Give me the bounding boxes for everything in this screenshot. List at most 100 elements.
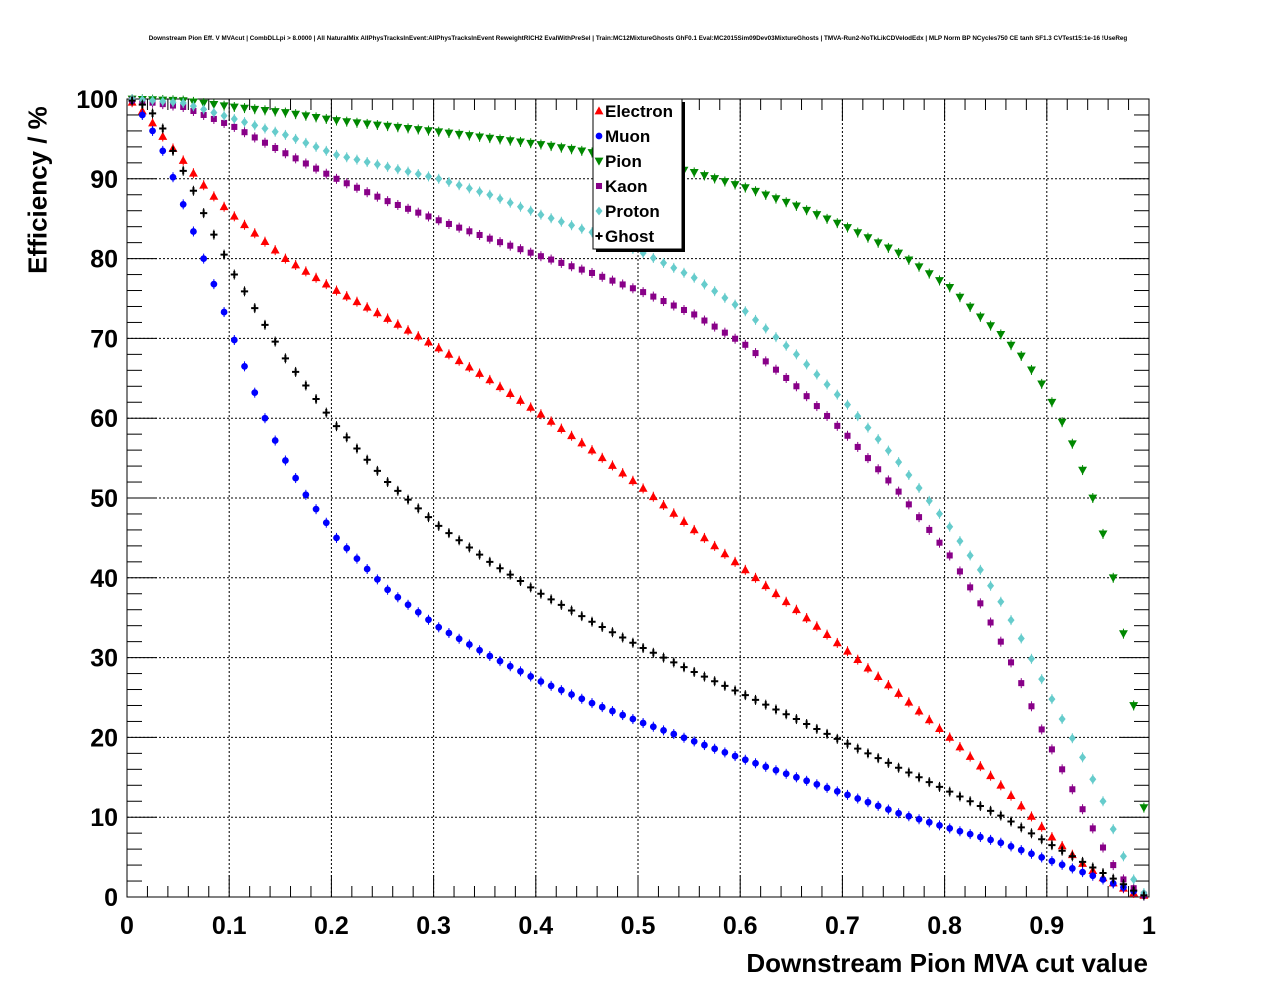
data-point — [762, 324, 770, 333]
data-point — [321, 279, 331, 288]
data-point — [1048, 841, 1056, 849]
data-point — [250, 228, 260, 237]
x-tick-label: 0 — [120, 912, 134, 940]
data-point — [1067, 440, 1077, 449]
data-point — [966, 830, 974, 838]
data-point — [372, 121, 382, 130]
data-point — [363, 456, 371, 464]
data-point — [629, 285, 636, 292]
data-point — [874, 434, 882, 444]
data-point — [230, 114, 238, 124]
data-point — [741, 306, 749, 316]
data-point — [813, 403, 820, 410]
data-point — [558, 259, 565, 266]
data-point — [639, 644, 647, 652]
data-point — [761, 581, 771, 590]
legend-label: Electron — [605, 102, 673, 121]
data-point — [711, 745, 719, 753]
data-point — [915, 815, 923, 823]
x-tick-label: 0.8 — [927, 912, 962, 940]
data-point — [925, 818, 933, 826]
data-point — [1079, 752, 1087, 762]
data-point — [332, 117, 341, 126]
data-point — [925, 496, 933, 506]
data-point — [1089, 872, 1097, 880]
data-point — [311, 273, 321, 282]
data-point — [413, 126, 423, 135]
data-point — [434, 343, 444, 352]
data-point — [292, 155, 299, 162]
data-point — [781, 198, 791, 207]
data-point — [372, 308, 382, 317]
data-point — [465, 183, 473, 193]
data-point — [557, 217, 565, 227]
data-point — [915, 773, 923, 781]
data-point — [373, 160, 381, 169]
data-point — [148, 118, 157, 127]
data-point — [200, 209, 208, 217]
data-point — [710, 541, 720, 550]
data-point — [1048, 857, 1056, 865]
data-point — [280, 109, 290, 118]
data-point — [210, 231, 218, 239]
data-point — [771, 195, 781, 204]
data-point — [158, 131, 168, 140]
data-point — [680, 734, 688, 742]
data-point — [159, 147, 167, 155]
data-point — [1109, 875, 1117, 883]
x-tick-label: 1 — [1142, 912, 1156, 940]
data-point — [577, 438, 587, 447]
data-point — [456, 224, 463, 231]
data-point — [670, 730, 678, 738]
data-point — [455, 536, 463, 544]
data-point — [1048, 694, 1056, 704]
data-point — [445, 629, 453, 637]
data-point — [975, 313, 985, 322]
data-point — [597, 453, 607, 462]
data-point — [690, 738, 698, 745]
data-point — [567, 431, 577, 440]
data-point — [454, 130, 464, 139]
data-point — [791, 605, 801, 614]
data-point — [486, 190, 494, 200]
data-point — [946, 552, 953, 559]
data-point — [997, 812, 1005, 820]
data-point — [1018, 680, 1025, 687]
data-point — [700, 672, 709, 681]
data-point — [261, 414, 269, 422]
data-point — [965, 751, 975, 760]
data-point — [761, 191, 771, 200]
data-point — [343, 152, 351, 162]
data-point — [588, 699, 596, 707]
data-point — [935, 277, 944, 286]
data-point — [762, 701, 770, 709]
data-point — [762, 358, 769, 365]
data-point — [475, 133, 485, 142]
legend-marker — [595, 132, 603, 140]
data-point — [936, 821, 943, 829]
data-point — [772, 766, 780, 774]
y-tick-label: 60 — [90, 405, 118, 433]
data-point — [568, 691, 575, 698]
data-point — [863, 234, 873, 243]
data-point — [505, 388, 515, 398]
data-point — [689, 169, 699, 178]
data-point — [424, 513, 433, 521]
series-muon — [128, 95, 1148, 901]
legend-label: Proton — [605, 202, 660, 221]
y-tick-label: 100 — [76, 86, 118, 114]
data-point — [730, 557, 740, 566]
data-point — [1078, 858, 1087, 866]
data-point — [916, 514, 923, 521]
data-point — [384, 478, 392, 486]
data-point — [404, 495, 412, 504]
data-point — [966, 551, 974, 560]
data-point — [955, 742, 965, 751]
data-point — [435, 174, 443, 184]
data-point — [221, 119, 228, 126]
legend: Electron Muon Pion Kaon Proton Ghost — [592, 98, 685, 252]
data-point — [364, 189, 371, 196]
legend-marker — [595, 206, 603, 216]
data-point — [219, 102, 229, 111]
data-point — [404, 167, 412, 177]
